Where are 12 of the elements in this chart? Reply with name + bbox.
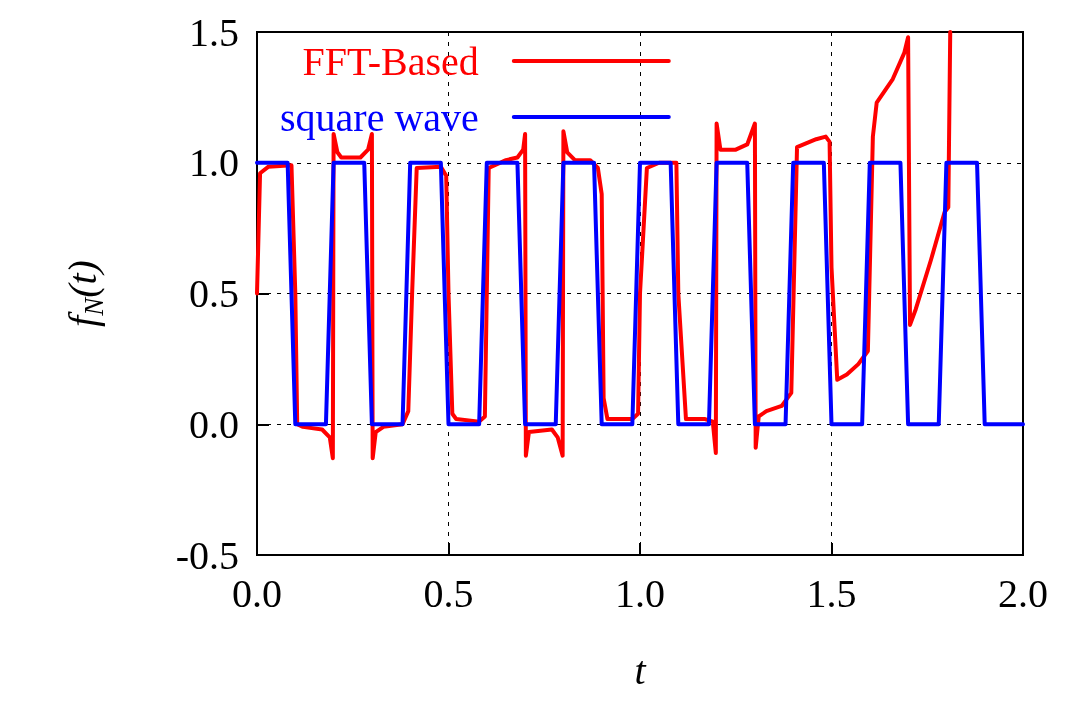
y-tick-label: 1.5: [189, 9, 239, 55]
y-tick-label: 1.0: [189, 140, 239, 186]
x-tick-label: 1.0: [615, 570, 665, 616]
line-series: [255, 30, 953, 461]
x-axis-title: t: [634, 647, 647, 693]
legend-label: FFT-Based: [302, 38, 479, 84]
y-tick-label: 0.0: [189, 401, 239, 447]
y-tick-label: 0.5: [189, 271, 239, 316]
x-tick-label: 0.5: [423, 570, 474, 616]
x-tick-label: 2.0: [998, 570, 1048, 616]
x-tick-label: 1.5: [806, 570, 857, 616]
legend-label: square wave: [279, 94, 479, 140]
